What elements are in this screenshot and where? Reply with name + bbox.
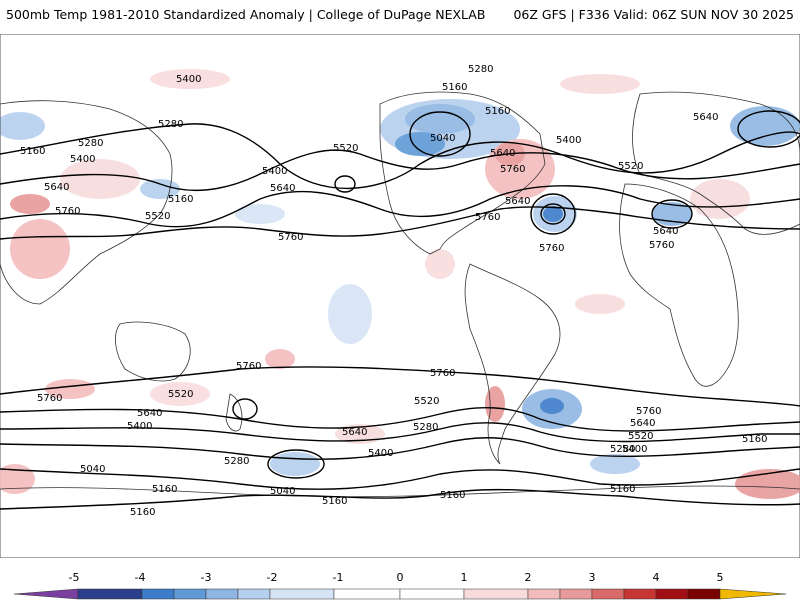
contour-label: 5160	[610, 484, 635, 495]
tick-label: -4	[135, 571, 146, 584]
contour-label: 5400	[262, 166, 287, 177]
swatch-pos3	[624, 589, 656, 599]
swatch-neg3	[142, 589, 174, 599]
swatch-neg25	[174, 589, 206, 599]
tick-label: 1	[461, 571, 468, 584]
contour-label: 5640	[137, 408, 162, 419]
contour-label: 5760	[37, 393, 62, 404]
contour-label: 5640	[270, 183, 295, 194]
contour-label: 5760	[649, 240, 674, 251]
contour-label: 5160	[440, 490, 465, 501]
contour-label: 5760	[500, 164, 525, 175]
contour-label: 5400	[70, 154, 95, 165]
contour-label: 5160	[442, 82, 467, 93]
swatch-pos45	[688, 589, 720, 599]
contour-label: 5640	[505, 196, 530, 207]
tick-label: 4	[653, 571, 660, 584]
swatch-neg5	[14, 589, 78, 599]
contour-label: 5640	[653, 226, 678, 237]
contour-label: 5520	[414, 396, 439, 407]
run-info: 06Z GFS | F336 Valid: 06Z SUN NOV 30 202…	[513, 7, 794, 22]
contour-label: 5280	[158, 119, 183, 130]
contour-label: 5160	[130, 507, 155, 518]
contour-label: 5280	[413, 422, 438, 433]
swatch-pos15	[528, 589, 560, 599]
contour-label: 5760	[636, 406, 661, 417]
contour-label: 5520	[618, 161, 643, 172]
swatch-pos25	[592, 589, 624, 599]
colorbar: -5 -4 -3 -2 -1 0 1 2 3 4 5	[0, 570, 800, 600]
tick-label: -2	[267, 571, 278, 584]
tick-label: -3	[201, 571, 212, 584]
swatch-pos05	[400, 589, 464, 599]
contour-label: 5400	[127, 421, 152, 432]
tick-label: 2	[525, 571, 532, 584]
tick-label: 3	[589, 571, 596, 584]
swatch-pos5	[720, 589, 786, 599]
contour-label: 5160	[485, 106, 510, 117]
contour-label: 5040	[80, 464, 105, 475]
contour-label: 5160	[742, 434, 767, 445]
contour-label: 5640	[490, 148, 515, 159]
contour-label: 5400	[176, 74, 201, 85]
swatch-neg2	[206, 589, 238, 599]
contour-label: 5760	[539, 243, 564, 254]
contour-label: 5640	[630, 418, 655, 429]
contour-label: 5160	[322, 496, 347, 507]
swatch-neg15	[238, 589, 270, 599]
contour-label: 5400	[368, 448, 393, 459]
contour-label: 5760	[430, 368, 455, 379]
tick-label: 0	[397, 571, 404, 584]
contour-label: 5400	[556, 135, 581, 146]
contour-label: 5160	[20, 146, 45, 157]
swatch-pos2	[560, 589, 592, 599]
swatch-neg1	[270, 589, 334, 599]
contour-label: 5280	[610, 444, 635, 455]
contour-label: 5040	[270, 486, 295, 497]
contour-label: 5520	[628, 431, 653, 442]
contour-label: 5640	[44, 182, 69, 193]
tick-label: 5	[717, 571, 724, 584]
contour-label: 5640	[342, 427, 367, 438]
swatch-pos4	[656, 589, 688, 599]
map-title: 500mb Temp 1981-2010 Standardized Anomal…	[6, 7, 485, 22]
header: 500mb Temp 1981-2010 Standardized Anomal…	[0, 0, 800, 34]
contour-label: 5760	[278, 232, 303, 243]
colorbar-tick-labels: -5 -4 -3 -2 -1 0 1 2 3 4 5	[69, 571, 724, 584]
contour-label: 5520	[145, 211, 170, 222]
contour-label: 5160	[168, 194, 193, 205]
contour-label: 5760	[475, 212, 500, 223]
colorbar-swatches	[14, 589, 786, 599]
contour-label: 5520	[168, 389, 193, 400]
contour-label: 5280	[468, 64, 493, 75]
contour-label: 5280	[78, 138, 103, 149]
tick-label: -1	[333, 571, 344, 584]
contour-label: 5640	[693, 112, 718, 123]
contour-label: 5280	[224, 456, 249, 467]
contour-label: 5760	[55, 206, 80, 217]
contour-label: 5760	[236, 361, 261, 372]
contour-label: 5520	[333, 143, 358, 154]
swatch-neg05	[334, 589, 400, 599]
contour-label: 5040	[430, 133, 455, 144]
swatch-neg4	[78, 589, 142, 599]
contour-label: 5160	[152, 484, 177, 495]
weather-map[interactable]: 5400 5280 5160 5040 5160 5400 5280 5640 …	[0, 34, 800, 558]
swatch-pos1	[464, 589, 528, 599]
tick-label: -5	[69, 571, 80, 584]
